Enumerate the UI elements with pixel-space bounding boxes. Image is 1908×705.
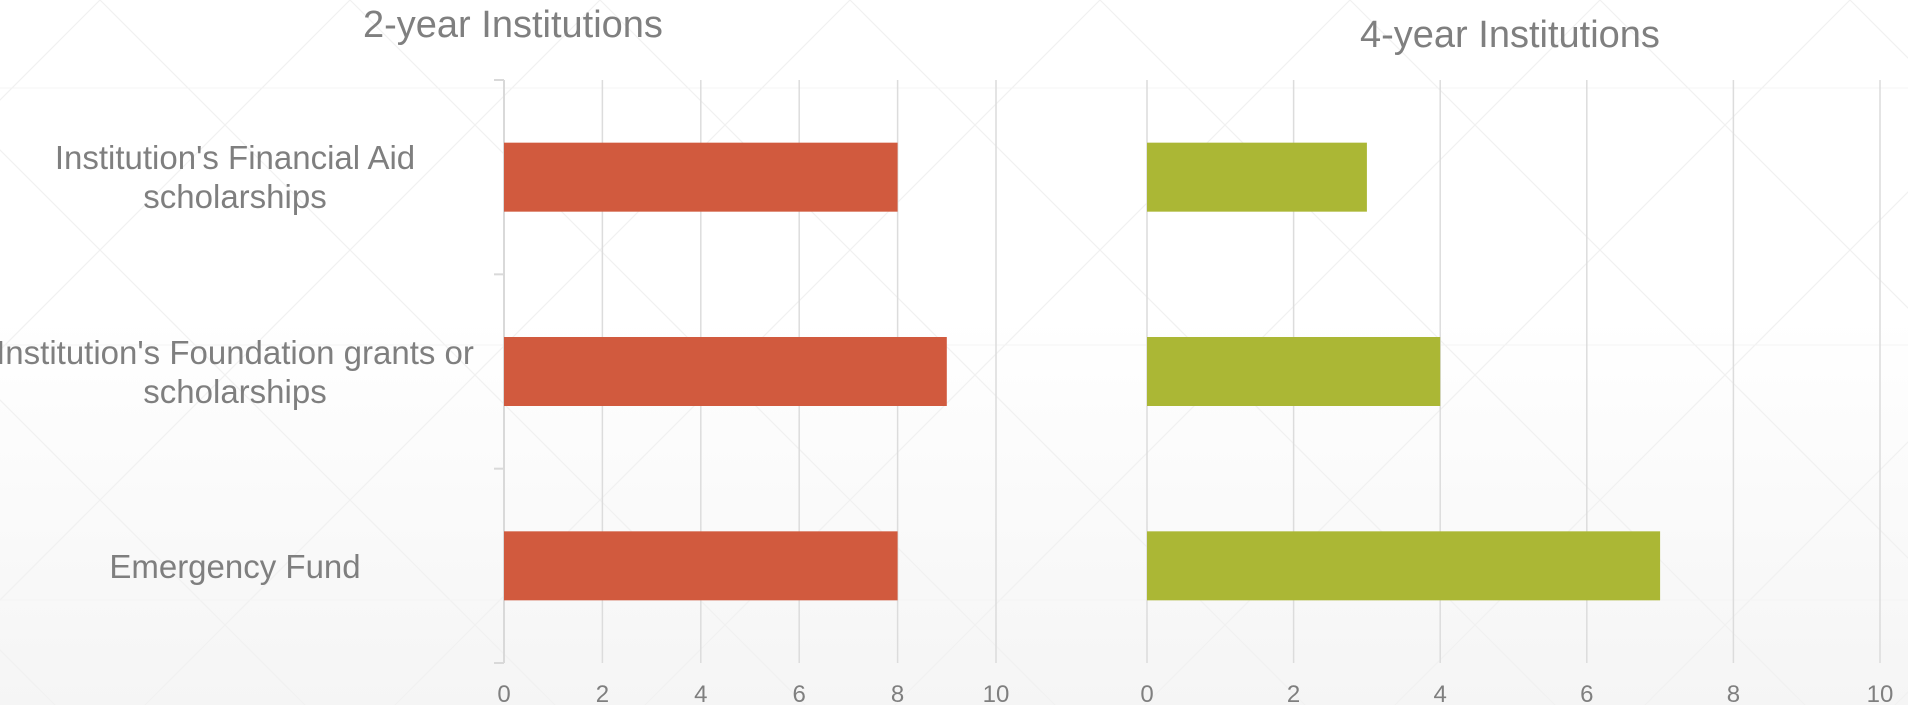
x-tick-label: 8 [891,681,904,705]
x-tick-label: 2 [1287,681,1300,705]
x-tick-label: 4 [694,681,707,705]
bar [1147,142,1367,212]
bar [504,531,898,601]
x-tick-label: 10 [983,681,1010,705]
bar [504,142,898,212]
bar [1147,531,1661,601]
x-tick-label: 4 [1434,681,1447,705]
x-tick-label: 6 [793,681,806,705]
category-label-emergency-fund: Emergency Fund [109,548,361,585]
x-tick-label: 0 [497,681,510,705]
category-label-foundation-grants: Institution's Foundation grants or schol… [0,334,474,410]
chart-title-2-year: 2-year Institutions [363,4,663,46]
x-tick-label: 0 [1140,681,1153,705]
x-tick-label: 10 [1867,681,1894,705]
x-tick-label: 6 [1580,681,1593,705]
chart-title-4-year: 4-year Institutions [1360,14,1660,56]
bar [504,337,947,406]
x-tick-label: 8 [1727,681,1740,705]
x-tick-label: 2 [596,681,609,705]
category-label-financial-aid: Institution's Financial Aid scholarships [54,139,416,215]
bar [1147,337,1441,406]
